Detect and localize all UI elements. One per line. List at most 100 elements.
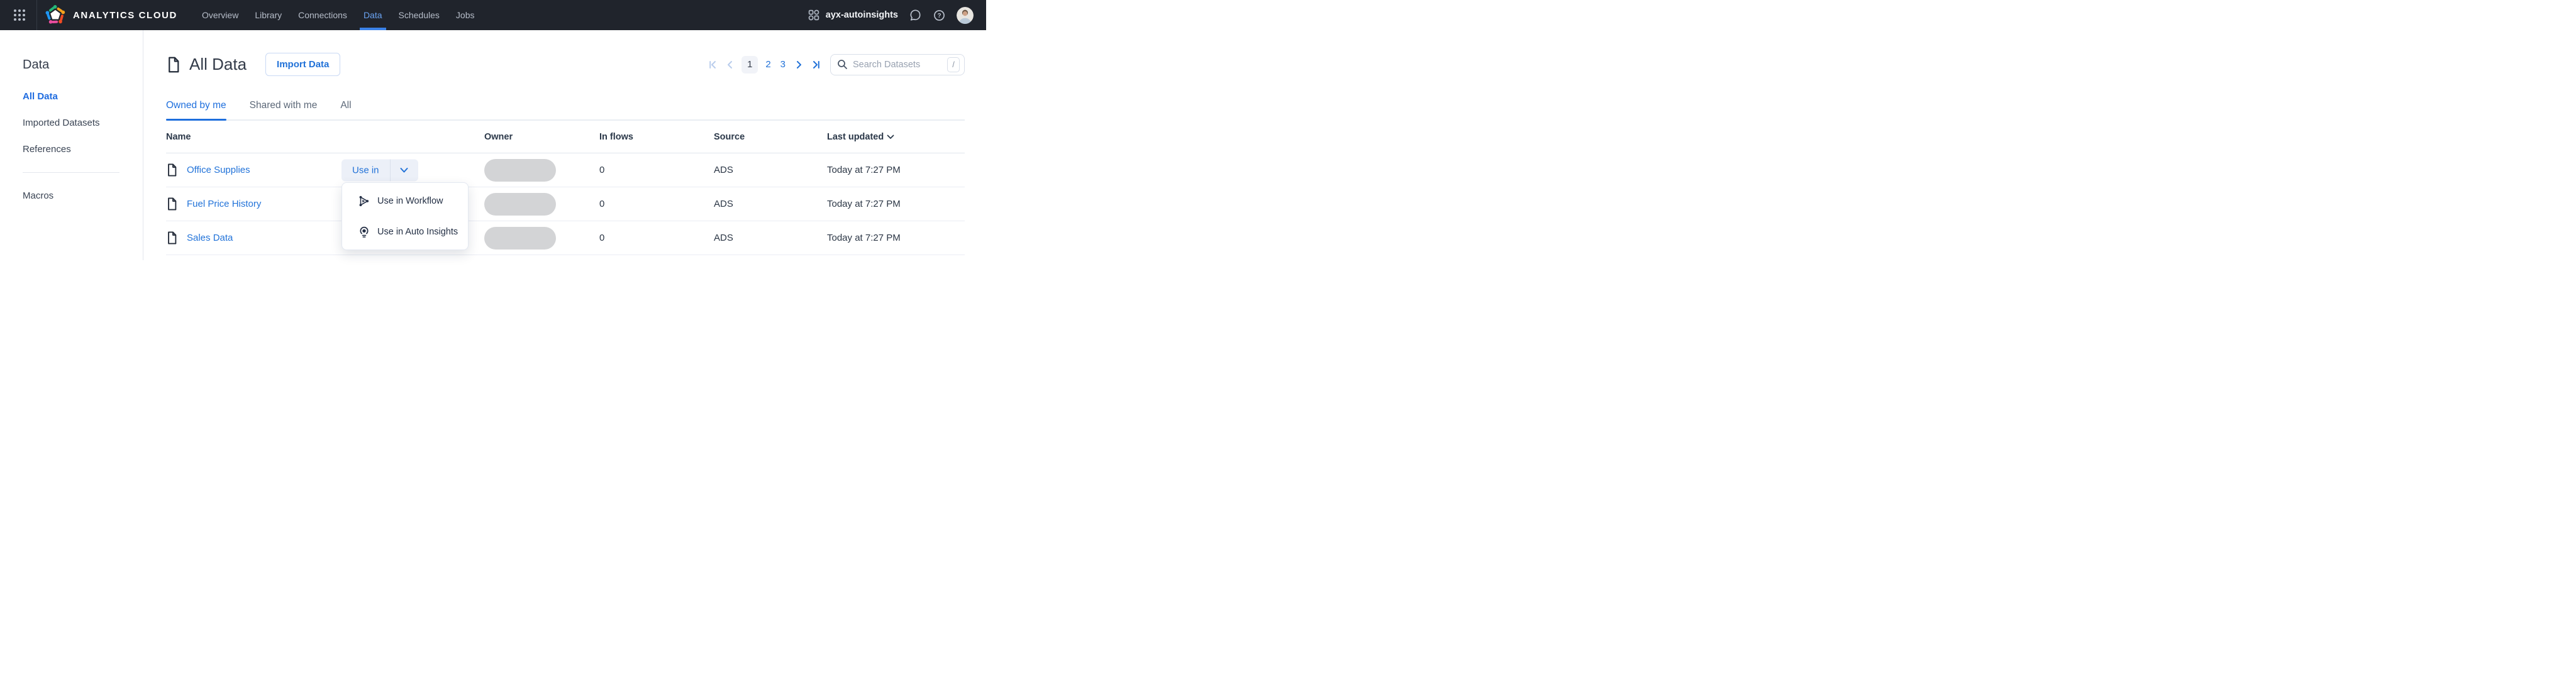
page-header: All Data Import Data 1 2 3 — [166, 53, 965, 76]
document-icon — [168, 197, 177, 211]
in-flows-cell: 0 — [599, 233, 605, 243]
feedback-button[interactable] — [909, 9, 922, 22]
sidebar-item-references[interactable]: References — [23, 144, 71, 155]
top-navigation-bar: ANALYTICS CLOUD Overview Library Connect… — [0, 0, 986, 30]
tab-owned-by-me[interactable]: Owned by me — [166, 100, 226, 121]
workspace-switcher[interactable]: ayx-autoinsights — [808, 9, 898, 21]
use-in-split-button: Use in — [341, 159, 418, 181]
search-input[interactable] — [853, 59, 947, 70]
help-icon: ? — [934, 9, 945, 21]
brand-logo[interactable]: ANALYTICS CLOUD — [43, 3, 177, 28]
owner-redacted-pill — [484, 158, 556, 182]
app-launcher-icon[interactable] — [9, 4, 30, 26]
use-in-dropdown-menu: Use in Workflow Use in Auto Insights — [341, 182, 469, 250]
in-flows-cell: 0 — [599, 165, 605, 175]
alteryx-logo-icon — [45, 5, 65, 24]
pagination: 1 2 3 — [708, 55, 821, 74]
table-row: Sales Data 0 ADS Today at 7:27 PM — [166, 221, 965, 255]
table-header-row: Name Owner In flows Source Last updated — [166, 121, 965, 153]
source-cell: ADS — [714, 233, 733, 243]
search-shortcut-badge: / — [947, 57, 960, 72]
nav-item-connections[interactable]: Connections — [298, 10, 347, 20]
dataset-link-sales-data[interactable]: Sales Data — [187, 233, 233, 243]
owner-redacted-pill — [484, 192, 556, 216]
sort-desc-icon — [887, 134, 894, 139]
use-in-button[interactable]: Use in — [352, 165, 379, 175]
owner-cell — [484, 158, 599, 182]
datasets-table: Name Owner In flows Source Last updated — [166, 121, 965, 255]
dataset-name-cell: Office Supplies — [166, 163, 484, 177]
use-in-dropdown-toggle[interactable] — [391, 159, 418, 181]
brand-name: ANALYTICS CLOUD — [73, 9, 177, 21]
tab-all[interactable]: All — [340, 100, 352, 111]
document-icon — [168, 163, 177, 177]
user-avatar[interactable] — [957, 6, 974, 24]
column-header-owner[interactable]: Owner — [484, 131, 513, 142]
workspace-icon — [808, 9, 819, 21]
help-button[interactable]: ? — [933, 9, 946, 22]
chevron-down-icon — [400, 167, 408, 172]
main-content: All Data Import Data 1 2 3 — [143, 30, 986, 260]
grid-dots-icon — [14, 9, 25, 21]
page-number-3[interactable]: 3 — [780, 59, 786, 70]
last-page-button[interactable] — [810, 57, 821, 73]
page-number-2[interactable]: 2 — [765, 59, 771, 70]
search-box: / — [830, 53, 965, 75]
sidebar-divider — [23, 172, 119, 173]
sidebar-title: Data — [23, 58, 50, 72]
nav-item-jobs[interactable]: Jobs — [455, 10, 475, 20]
page-title-wrap: All Data — [166, 55, 247, 74]
nav-right-cluster: ayx-autoinsights ? — [808, 6, 974, 24]
dataset-name-cell: Fuel Price History — [166, 197, 484, 211]
sidebar: Data All Data Imported Datasets Referenc… — [0, 30, 143, 260]
search-icon — [838, 60, 847, 69]
nav-item-schedules[interactable]: Schedules — [398, 10, 440, 20]
menu-item-use-in-auto-insights[interactable]: Use in Auto Insights — [342, 216, 468, 247]
page-number-1[interactable]: 1 — [741, 55, 758, 74]
previous-page-button[interactable] — [724, 57, 736, 73]
menu-item-use-in-workflow[interactable]: Use in Workflow — [342, 185, 468, 216]
page-title: All Data — [189, 55, 247, 74]
owner-redacted-pill — [484, 226, 556, 250]
avatar-photo — [957, 6, 974, 24]
workflow-icon — [359, 195, 369, 206]
column-header-name[interactable]: Name — [166, 131, 191, 142]
nav-item-overview[interactable]: Overview — [201, 10, 239, 20]
nav-item-library[interactable]: Library — [255, 10, 282, 20]
header-right-cluster: 1 2 3 / — [708, 53, 965, 75]
chat-bubble-icon — [910, 9, 921, 21]
owner-cell — [484, 192, 599, 216]
in-flows-cell: 0 — [599, 199, 605, 209]
sidebar-item-macros[interactable]: Macros — [23, 190, 54, 201]
nav-divider — [36, 0, 37, 30]
owner-cell — [484, 226, 599, 250]
column-header-source[interactable]: Source — [714, 131, 745, 142]
workspace-name: ayx-autoinsights — [825, 10, 898, 20]
sidebar-item-imported-datasets[interactable]: Imported Datasets — [23, 118, 100, 128]
tab-bar: Owned by me Shared with me All — [166, 100, 965, 121]
lightbulb-icon — [360, 226, 369, 238]
sidebar-item-all-data[interactable]: All Data — [23, 91, 58, 102]
dataset-link-office-supplies[interactable]: Office Supplies — [187, 165, 250, 175]
document-icon — [169, 57, 179, 72]
primary-nav: Overview Library Connections Data Schedu… — [194, 0, 483, 30]
table-row: Fuel Price History 0 ADS Today at 7:27 P… — [166, 187, 965, 221]
last-updated-cell: Today at 7:27 PM — [827, 233, 901, 243]
import-data-button[interactable]: Import Data — [265, 53, 341, 76]
last-updated-cell: Today at 7:27 PM — [827, 165, 901, 175]
column-header-last-updated[interactable]: Last updated — [827, 132, 965, 142]
dataset-name-cell: Sales Data — [166, 231, 484, 244]
tab-shared-with-me[interactable]: Shared with me — [249, 100, 318, 111]
first-page-button[interactable] — [708, 57, 719, 73]
table-row: Office Supplies 0 ADS Today at 7:27 PM U… — [166, 153, 965, 187]
dataset-link-fuel-price-history[interactable]: Fuel Price History — [187, 199, 262, 209]
source-cell: ADS — [714, 165, 733, 175]
column-header-in-flows[interactable]: In flows — [599, 131, 633, 142]
use-in-button-divider — [389, 159, 391, 181]
nav-item-data[interactable]: Data — [355, 0, 391, 30]
document-icon — [168, 231, 177, 244]
last-updated-cell: Today at 7:27 PM — [827, 199, 901, 209]
next-page-button[interactable] — [793, 57, 804, 73]
source-cell: ADS — [714, 199, 733, 209]
svg-text:?: ? — [937, 13, 941, 19]
